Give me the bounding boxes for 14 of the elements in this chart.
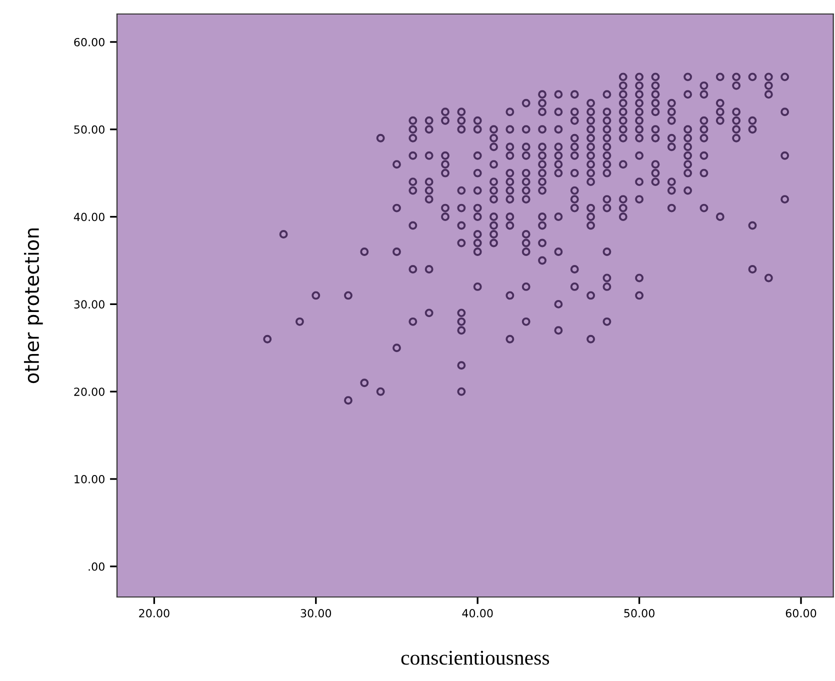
y-tick-label: 60.00 [74,38,104,46]
y-tick-label: .00 [88,562,104,571]
x-tick-label: 40.00 [462,609,493,618]
x-tick-label: 60.00 [786,609,816,618]
y-axis-title: other protection [24,228,43,384]
y-tick-label: 10.00 [74,474,104,484]
y-tick-label: 40.00 [74,212,104,222]
y-tick-label: 20.00 [74,388,104,396]
x-tick-label: 20.00 [139,609,170,618]
y-tick-label: 50.00 [74,125,104,134]
x-tick-label: 30.00 [300,609,332,618]
x-tick-label: 50.00 [624,609,654,618]
y-tick-label: 30.00 [74,300,104,309]
x-axis-title: conscientiousness [401,650,550,665]
